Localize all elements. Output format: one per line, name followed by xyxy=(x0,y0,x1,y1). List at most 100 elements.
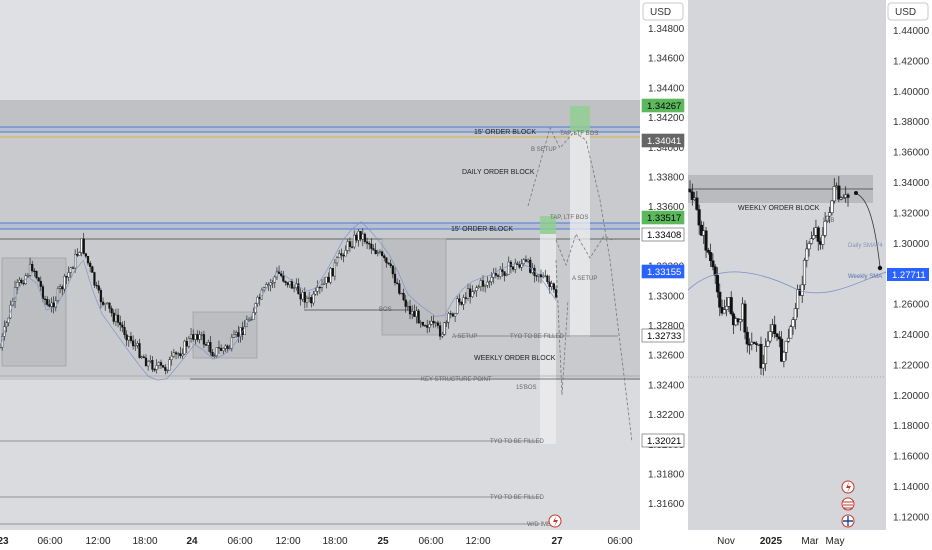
candle-body xyxy=(134,344,137,347)
daily-sma-label: Daily SMA74 xyxy=(848,243,883,249)
candle-body xyxy=(385,257,388,264)
candle-body xyxy=(202,334,206,345)
candle-body xyxy=(477,286,480,288)
candle-body xyxy=(74,254,77,269)
candle-body xyxy=(359,231,362,240)
candle-body xyxy=(217,347,221,349)
candle-body xyxy=(97,285,100,291)
candle-body xyxy=(464,297,467,299)
price-tick: 1.26000 xyxy=(893,300,930,311)
price-tick: 1.40000 xyxy=(893,87,930,98)
candle-body xyxy=(299,293,302,300)
weekly-short-label: W/B xyxy=(823,218,834,224)
tap-ltf-bos-label-1: TAP, LTF BOS xyxy=(560,131,598,137)
candle-body xyxy=(192,334,195,340)
b-setup-entry-box xyxy=(570,106,590,132)
candle-body xyxy=(350,246,354,248)
price-tag-value: 1.27711 xyxy=(892,270,926,281)
candle-body xyxy=(511,266,515,270)
candle-body xyxy=(67,272,70,278)
candle-body xyxy=(331,268,334,277)
candle-body xyxy=(745,331,749,345)
bos-label: BOS xyxy=(379,307,392,313)
flag-stripes xyxy=(843,501,853,509)
candle-body xyxy=(65,276,68,278)
moving-average-line xyxy=(0,221,557,381)
price-tick: 1.34000 xyxy=(893,178,930,189)
candle-body xyxy=(232,334,236,338)
candle-body xyxy=(164,367,167,371)
candle-body xyxy=(436,322,440,326)
candle-body xyxy=(729,297,733,315)
candle-body xyxy=(471,291,474,297)
panel-divider[interactable] xyxy=(686,0,688,550)
candle-body xyxy=(140,356,143,358)
left-chart-svg[interactable]: 15' ORDER BLOCK TAP, LTF BOS B SETUP DAILY … xyxy=(0,0,686,550)
price-tick: 1.32200 xyxy=(648,410,685,421)
candle-body xyxy=(496,275,500,277)
candle-body xyxy=(290,280,294,289)
candle-body xyxy=(59,286,62,289)
candle-body xyxy=(507,261,510,275)
candle-body xyxy=(194,334,197,340)
candle-body xyxy=(837,185,841,200)
left-chart-panel[interactable]: 15' ORDER BLOCK TAP, LTF BOS B SETUP DAILY … xyxy=(0,0,686,550)
candle-body xyxy=(411,311,414,315)
candle-body xyxy=(177,353,180,355)
box-region-3 xyxy=(381,238,447,336)
candle-body xyxy=(796,289,800,309)
price-tag-value: 1.33155 xyxy=(647,267,681,278)
candle-body xyxy=(522,259,525,264)
candle-body xyxy=(460,302,463,305)
candle-body xyxy=(419,322,422,324)
candle-body xyxy=(413,311,416,317)
bos-projection-path xyxy=(555,259,569,396)
candle-body xyxy=(13,287,17,302)
candle-body xyxy=(335,257,339,264)
candle-body xyxy=(344,250,347,257)
candle-body xyxy=(18,279,21,283)
candle-body xyxy=(220,347,223,351)
candle-body xyxy=(841,197,845,199)
time-tick: Nov xyxy=(717,536,735,547)
candle-body xyxy=(136,343,139,346)
candle-body xyxy=(116,314,120,323)
candle-body xyxy=(499,269,502,277)
price-tick: 1.12000 xyxy=(893,512,930,523)
candle-body xyxy=(338,253,341,258)
price-tick: 1.34400 xyxy=(648,83,685,94)
price-tick: 1.34000 xyxy=(648,143,685,154)
candle-body xyxy=(529,259,532,273)
candle-body xyxy=(91,266,94,273)
candle-body xyxy=(26,275,30,277)
price-tick: 1.34600 xyxy=(648,54,685,65)
candle-body xyxy=(550,283,553,287)
time-tick: 27 xyxy=(551,536,563,547)
tyo-filled-label-2: TYO TO BE FILLED xyxy=(490,439,544,445)
candle-body xyxy=(428,324,431,328)
price-tick: 1.33600 xyxy=(648,202,685,213)
candle-body xyxy=(743,303,747,333)
candle-body xyxy=(486,281,489,286)
candle-body xyxy=(211,351,214,357)
candle-body xyxy=(340,253,343,256)
right-chart-panel[interactable]: WEEKLY ORDER BLOCK W/B Daily SMA74 Weekly S… xyxy=(688,0,932,550)
candle-body xyxy=(503,271,506,276)
time-tick: 12:00 xyxy=(465,536,490,547)
candle-body xyxy=(95,284,98,287)
candle-body xyxy=(76,254,79,256)
candle-body xyxy=(426,325,429,328)
candle-body xyxy=(812,235,816,240)
candle-body xyxy=(830,200,834,213)
candle-body xyxy=(365,241,369,244)
candle-body xyxy=(41,286,45,300)
candle-body xyxy=(282,275,285,282)
candle-body xyxy=(768,331,772,342)
candle-body xyxy=(524,259,528,262)
candle-body xyxy=(348,241,352,247)
candle-body xyxy=(262,287,266,291)
candle-body xyxy=(48,304,51,307)
price-tick: 1.32000 xyxy=(893,208,930,219)
price-tag-box xyxy=(641,210,685,225)
